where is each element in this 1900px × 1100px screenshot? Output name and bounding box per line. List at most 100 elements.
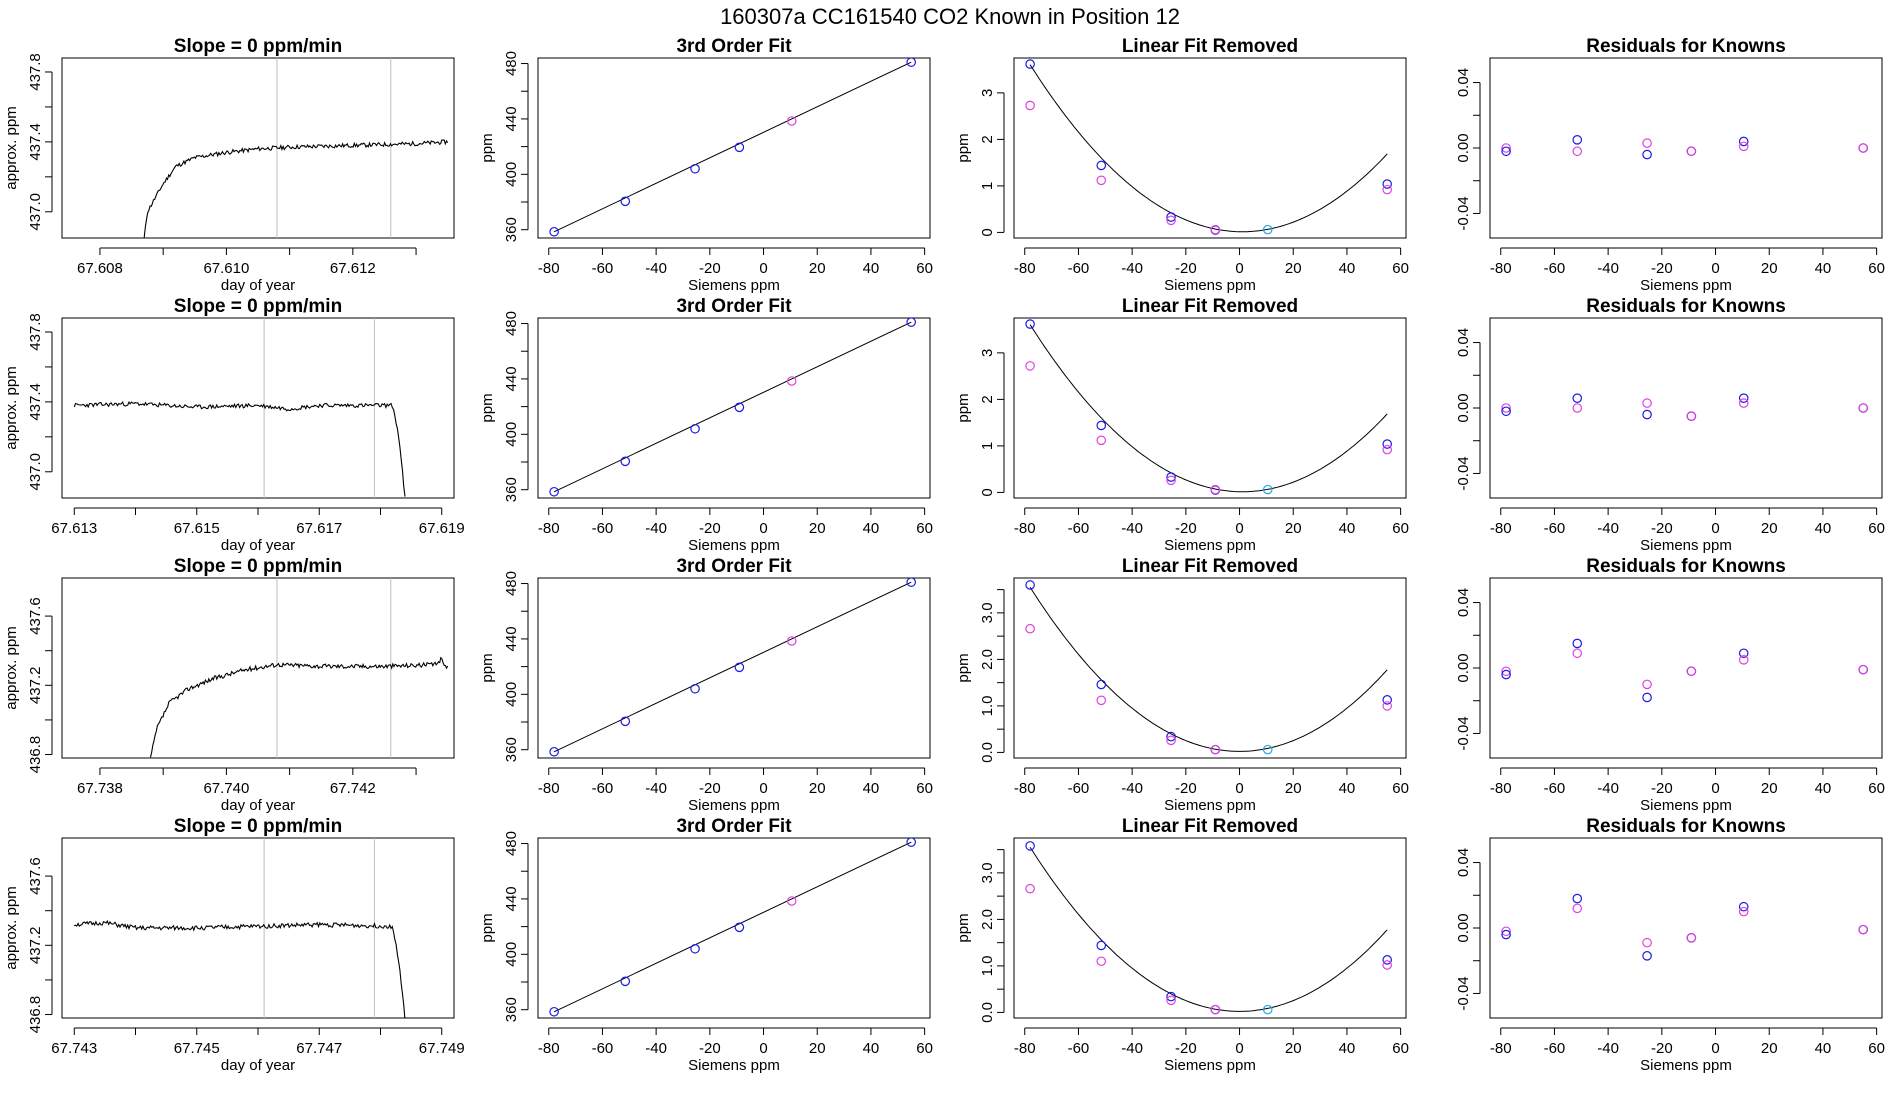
x-axis-label: day of year: [221, 537, 295, 554]
x-axis: -80 -60 -40 -20 0 20 40 60 Siemens ppm: [1490, 1027, 1885, 1074]
x-axis-label: Siemens ppm: [1640, 537, 1732, 554]
x-tick-label: 67.743: [51, 1040, 97, 1057]
plot-frame: [537, 57, 931, 239]
data-point: [1642, 398, 1652, 408]
x-tick-label: 60: [1392, 260, 1409, 277]
x-tick-label: -80: [538, 780, 560, 797]
plot-frame: [1489, 837, 1883, 1019]
x-tick-label: -60: [1068, 780, 1090, 797]
data-point: [1572, 638, 1583, 649]
panel-title: Slope = 0 ppm/min: [174, 36, 342, 57]
x-tick-label: 0: [1235, 520, 1243, 537]
x-axis-label: Siemens ppm: [1164, 1057, 1256, 1074]
data-point: [1858, 664, 1869, 675]
panel-r2c4: Residuals for Knowns -80 -60 -40 -20 0 20 40 60 S…: [1455, 296, 1885, 554]
panel-r1c1: Slope = 0 ppm/min 67.608 67.610 67.612 day o…: [3, 36, 455, 294]
x-tick-label: 0: [1235, 1040, 1243, 1057]
data-point: [690, 163, 700, 174]
y-tick-label: 2.0: [979, 649, 996, 670]
x-tick-label: 0: [1711, 780, 1719, 797]
data-point: [1501, 403, 1511, 413]
x-tick-label: 67.740: [203, 780, 249, 797]
x-axis-label: Siemens ppm: [1640, 797, 1732, 814]
x-tick-label: -60: [1544, 520, 1566, 537]
y-tick-label: 440: [503, 366, 520, 391]
y-tick-label: 0: [979, 488, 996, 496]
x-tick-label: 60: [916, 520, 933, 537]
y-tick-label: -0.04: [1455, 716, 1472, 750]
x-tick-label: -40: [1597, 1040, 1619, 1057]
x-tick-label: -60: [1068, 1040, 1090, 1057]
data-point: [1642, 149, 1652, 160]
x-tick-label: -60: [592, 1040, 614, 1057]
data-point: [1166, 215, 1176, 226]
data-point: [1382, 444, 1393, 455]
data-point: [1642, 138, 1652, 148]
data-point: [734, 922, 745, 933]
x-tick-label: -80: [1014, 780, 1036, 797]
data-point: [1738, 901, 1749, 912]
data-point: [1210, 484, 1221, 495]
y-axis: -0.04 0.00 0.04: [1455, 588, 1481, 751]
x-tick-label: -80: [1014, 520, 1036, 537]
y-axis: 437.0 437.4 437.8 approx. ppm: [3, 313, 53, 491]
y-tick-label: 437.0: [27, 453, 44, 491]
panel-title: Slope = 0 ppm/min: [174, 556, 342, 577]
data-point: [1166, 991, 1176, 1002]
x-axis-label: Siemens ppm: [1164, 537, 1256, 554]
y-tick-label: 480: [503, 51, 520, 76]
y-tick-label: 0.04: [1455, 848, 1472, 877]
plot-frame: [1489, 317, 1883, 499]
x-tick-label: 20: [1761, 780, 1778, 797]
y-axis-label: ppm: [955, 133, 972, 162]
panel-title: Linear Fit Removed: [1122, 296, 1298, 317]
x-tick-label: 0: [1235, 260, 1243, 277]
x-tick-label: -20: [1651, 520, 1673, 537]
data-point: [620, 716, 631, 727]
x-axis: -80 -60 -40 -20 0 20 40 60 Siemens ppm: [538, 1027, 933, 1074]
data-point: [1572, 648, 1583, 659]
y-axis: 0.0 1.0 2.0 3.0 ppm: [955, 849, 1005, 1023]
x-tick-label: -60: [592, 520, 614, 537]
plot-body: [549, 58, 917, 237]
x-tick-label: -80: [538, 520, 560, 537]
data-point: [1686, 933, 1697, 943]
plot-body: [549, 838, 917, 1017]
data-point: [1686, 146, 1697, 157]
y-tick-label: 2.0: [979, 909, 996, 930]
plot-body: [143, 58, 449, 238]
x-tick-label: 60: [916, 780, 933, 797]
data-point: [1572, 393, 1583, 403]
x-tick-label: -20: [1175, 1040, 1197, 1057]
data-point: [1025, 841, 1035, 851]
y-axis-label: ppm: [479, 653, 496, 682]
y-tick-label: 480: [503, 831, 520, 856]
x-tick-label: -20: [699, 520, 721, 537]
panel-title: 3rd Order Fit: [676, 296, 792, 317]
x-tick-label: 0: [759, 260, 767, 277]
data-point: [549, 226, 559, 237]
data-point: [1096, 160, 1107, 171]
x-axis-label: Siemens ppm: [688, 1057, 780, 1074]
y-tick-label: 400: [503, 682, 520, 707]
data-point: [1096, 695, 1107, 706]
x-tick-label: 40: [1815, 520, 1832, 537]
y-tick-label: 0.04: [1455, 588, 1472, 617]
y-tick-label: 0.00: [1455, 133, 1472, 162]
data-point: [1501, 929, 1511, 940]
x-axis: -80 -60 -40 -20 0 20 40 60 Siemens ppm: [1490, 507, 1885, 554]
y-tick-label: 437.6: [27, 857, 44, 895]
y-tick-label: 1.0: [979, 695, 996, 716]
x-tick-label: 67.617: [296, 520, 342, 537]
panel-r3c1: Slope = 0 ppm/min 67.738 67.740 67.742 day o…: [3, 556, 455, 814]
y-axis: 0 1 2 3 ppm: [955, 349, 1005, 497]
fit-line: [553, 61, 912, 233]
data-point: [1382, 701, 1393, 711]
x-axis: -80 -60 -40 -20 0 20 40 60 Siemens ppm: [538, 247, 933, 294]
data-point: [1096, 940, 1107, 951]
fit-curve: [1029, 324, 1388, 493]
data-point: [1025, 59, 1035, 69]
data-trace: [143, 139, 449, 238]
y-tick-label: 360: [503, 737, 520, 762]
x-tick-label: -60: [592, 260, 614, 277]
